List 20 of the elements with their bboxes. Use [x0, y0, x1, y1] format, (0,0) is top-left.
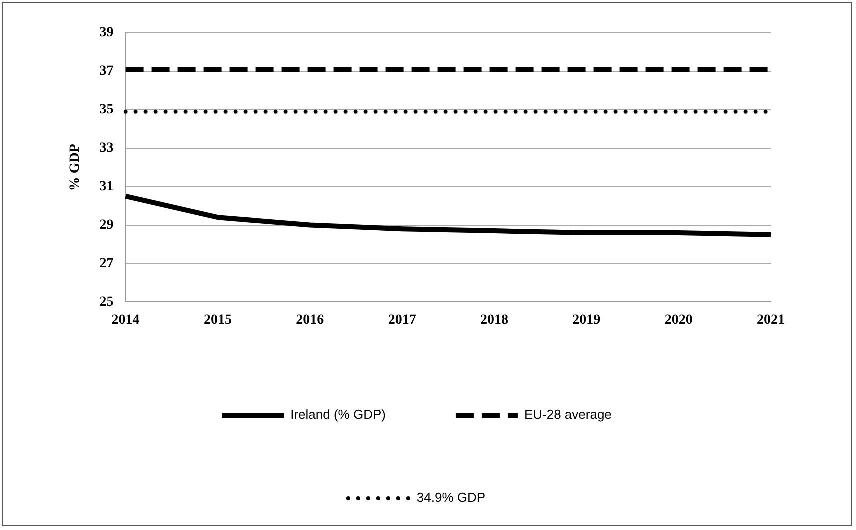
y-tick-label: 27: [100, 256, 114, 272]
y-axis-title: % GDP: [68, 144, 84, 192]
x-tick-label: 2019: [572, 313, 601, 328]
y-tick-label: 37: [100, 64, 114, 80]
x-tick-label: 2020: [664, 313, 693, 328]
y-tick-label: 31: [100, 179, 114, 194]
y-tick-label: 25: [100, 294, 114, 310]
x-tick-label: 2017: [388, 313, 416, 328]
x-tick-label: 2016: [296, 313, 324, 328]
x-tick-label: 2015: [204, 313, 232, 328]
legend-label: Ireland (% GDP): [290, 407, 386, 422]
y-tick-label: 29: [100, 218, 114, 233]
y-tick-label: 35: [100, 102, 114, 118]
y-tick-label: 33: [100, 140, 114, 156]
legend-label: EU-28 average: [524, 407, 612, 422]
y-tick-label: 39: [100, 26, 114, 41]
x-tick-label: 2021: [757, 313, 785, 328]
x-tick-label: 2018: [480, 313, 508, 328]
x-tick-label: 2014: [112, 313, 140, 328]
legend-label: 34.9% GDP: [416, 490, 486, 506]
